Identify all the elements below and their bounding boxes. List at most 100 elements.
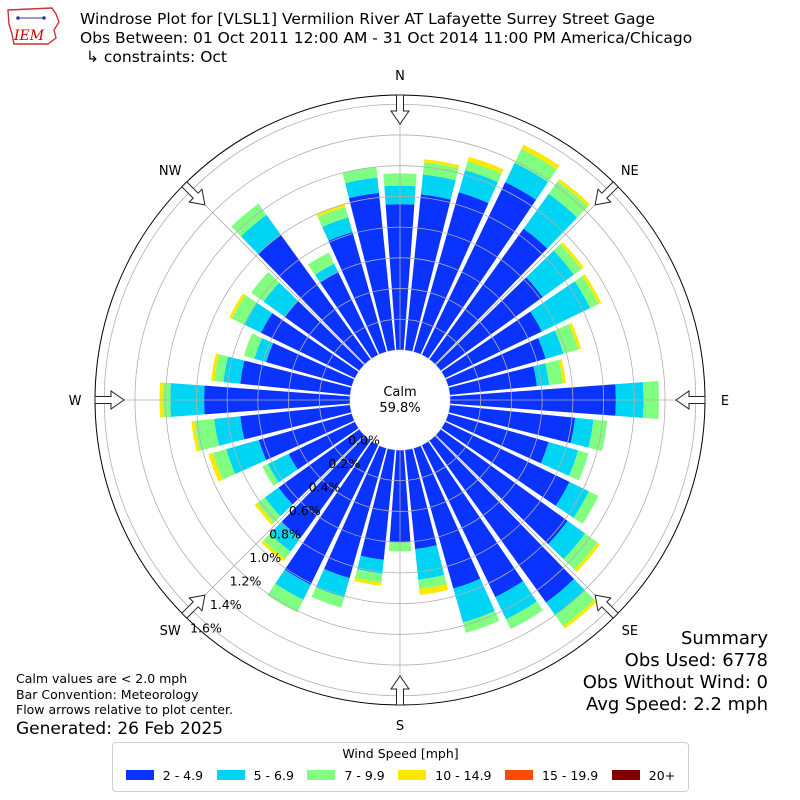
wedge-230-bin-2 <box>257 497 281 523</box>
wedge-80-bin-1 <box>533 363 550 387</box>
calm-value: 59.8% <box>379 401 420 416</box>
wedge-300-bin-1 <box>244 302 273 333</box>
wedge-130-bin-0 <box>435 429 568 545</box>
legend: Wind Speed [mph] 2 - 4.9 5 - 6.9 7 - 9.9 10… <box>112 742 689 792</box>
wedge-10-bin-3 <box>424 159 460 169</box>
plot-notes: Calm values are < 2.0 mph Bar Convention… <box>16 671 233 718</box>
wedge-160-bin-1 <box>453 578 495 623</box>
wedge-300-bin-0 <box>260 313 359 379</box>
wedge-110-bin-1 <box>540 442 579 476</box>
radial-tick-1: 0.2% <box>328 456 360 471</box>
wedge-340-bin-1 <box>322 217 353 241</box>
wedge-260-bin-0 <box>240 405 352 440</box>
radial-tick-0: 0.0% <box>348 432 380 447</box>
wedge-280-bin-2 <box>214 354 228 383</box>
radial-tick-labels: 0.0% 0.2% 0.4% 0.6% 0.8% 1.0% 1.2% 1.4% 1.6% <box>190 432 380 635</box>
wedge-200-bin-2 <box>311 587 345 608</box>
wedge-20-bin-0 <box>413 192 489 355</box>
wedge-70-bin-0 <box>445 337 546 387</box>
direction-label-S: S <box>396 719 404 734</box>
wedge-300-bin-3 <box>229 293 246 319</box>
generated-date: Generated: 26 Feb 2025 <box>16 719 224 739</box>
wedge-80-bin-2 <box>545 359 563 385</box>
wedge-50-bin-1 <box>526 250 574 298</box>
radial-tick-6: 1.2% <box>230 574 262 589</box>
wedge-170-bin-0 <box>405 448 437 550</box>
wedge-170-bin-3 <box>419 583 449 595</box>
wedge-60-bin-1 <box>530 281 591 332</box>
wedge-240-bin-2 <box>262 463 279 486</box>
direction-label-NW: NW <box>159 164 182 179</box>
wedge-20-bin-2 <box>465 161 502 183</box>
flow-arrow-icon-NW <box>181 181 206 206</box>
flow-arrow-icon-SW <box>181 594 206 619</box>
wedge-40-bin-2 <box>548 181 589 218</box>
direction-label-E: E <box>721 394 729 409</box>
legend-swatch-3 <box>398 770 427 780</box>
wedge-170-bin-1 <box>415 545 445 580</box>
wedge-140-bin-3 <box>563 599 597 629</box>
wedge-190-bin-0 <box>360 448 395 560</box>
radial-tick-4: 0.8% <box>269 526 301 541</box>
legend-label-2: 7 - 9.9 <box>344 767 385 783</box>
wedge-30-bin-2 <box>514 148 557 183</box>
wedge-60-bin-3 <box>582 274 602 305</box>
wedge-190-bin-3 <box>354 578 382 586</box>
legend-swatch-5 <box>611 770 640 780</box>
flow-arrow-icon-SE <box>594 594 619 619</box>
wedge-230-bin-1 <box>264 487 293 517</box>
flow-arrow-icon-N <box>390 94 410 125</box>
wedge-120-bin-2 <box>573 491 599 524</box>
wedge-150-bin-2 <box>506 601 543 629</box>
legend-item-0: 2 - 4.9 <box>125 768 203 783</box>
direction-label-SW: SW <box>160 624 181 639</box>
wedge-250-bin-0 <box>258 413 355 461</box>
flow-arrow-icon-NE <box>594 181 619 206</box>
legend-label-4: 15 - 19.9 <box>542 767 599 783</box>
wedge-70-bin-2 <box>554 324 579 354</box>
legend-swatch-1 <box>216 770 245 780</box>
wedge-340-bin-0 <box>328 232 387 355</box>
wedge-260-bin-1 <box>214 416 245 446</box>
direction-labels: N NE E SE S SW W NW <box>69 69 730 734</box>
wedge-80-bin-0 <box>448 366 537 395</box>
note-flow-arrows: Flow arrows relative to plot center. <box>16 702 233 717</box>
legend-swatch-0 <box>125 770 154 780</box>
wedge-210-bin-0 <box>284 441 379 585</box>
wedge-220-bin-2 <box>263 533 291 559</box>
legend-items: 2 - 4.9 5 - 6.9 7 - 9.9 10 - 14.9 15 - 19.9 2… <box>113 763 688 787</box>
wedge-80-bin-3 <box>558 359 566 384</box>
legend-item-5: 20+ <box>611 767 676 783</box>
legend-label-5: 20+ <box>648 767 676 783</box>
title-line-1: Windrose Plot for [VLSL1] Vermilion Rive… <box>80 10 655 28</box>
wedge-340-bin-2 <box>317 207 349 227</box>
wedge-100-bin-0 <box>448 405 576 444</box>
flow-arrow-icon-S <box>390 675 410 706</box>
wedge-110-bin-2 <box>568 450 589 481</box>
wedge-310-bin-2 <box>251 271 280 302</box>
flow-arrow-icon-E <box>675 390 706 410</box>
summary-obs-used: Obs Used: 6778 <box>624 650 768 671</box>
wedge-50-bin-3 <box>560 241 584 270</box>
wedge-130-bin-2 <box>563 533 598 570</box>
legend-label-3: 10 - 14.9 <box>435 767 492 783</box>
wedge-250-bin-2 <box>212 449 236 480</box>
wedge-190-bin-2 <box>354 569 383 583</box>
wedge-240-bin-0 <box>288 421 359 470</box>
wedge-240-bin-1 <box>267 453 298 483</box>
wedge-290-bin-1 <box>254 337 274 363</box>
chart-title: Windrose Plot for [VLSL1] Vermilion Rive… <box>80 10 692 67</box>
grid-spoke-3 <box>435 435 616 616</box>
direction-label-N: N <box>395 69 405 84</box>
legend-item-3: 10 - 14.9 <box>398 767 492 783</box>
wedge-50-bin-2 <box>553 244 582 275</box>
wedge-60-bin-2 <box>574 276 599 309</box>
wedge-250-bin-1 <box>226 439 267 475</box>
wedge-320-bin-1 <box>240 214 281 255</box>
wedge-140-bin-1 <box>546 579 585 615</box>
wedge-220-bin-0 <box>281 435 371 538</box>
wedge-280-bin-0 <box>240 360 352 395</box>
logo-text: IEM <box>13 28 45 44</box>
wedge-330-bin-2 <box>308 252 335 275</box>
